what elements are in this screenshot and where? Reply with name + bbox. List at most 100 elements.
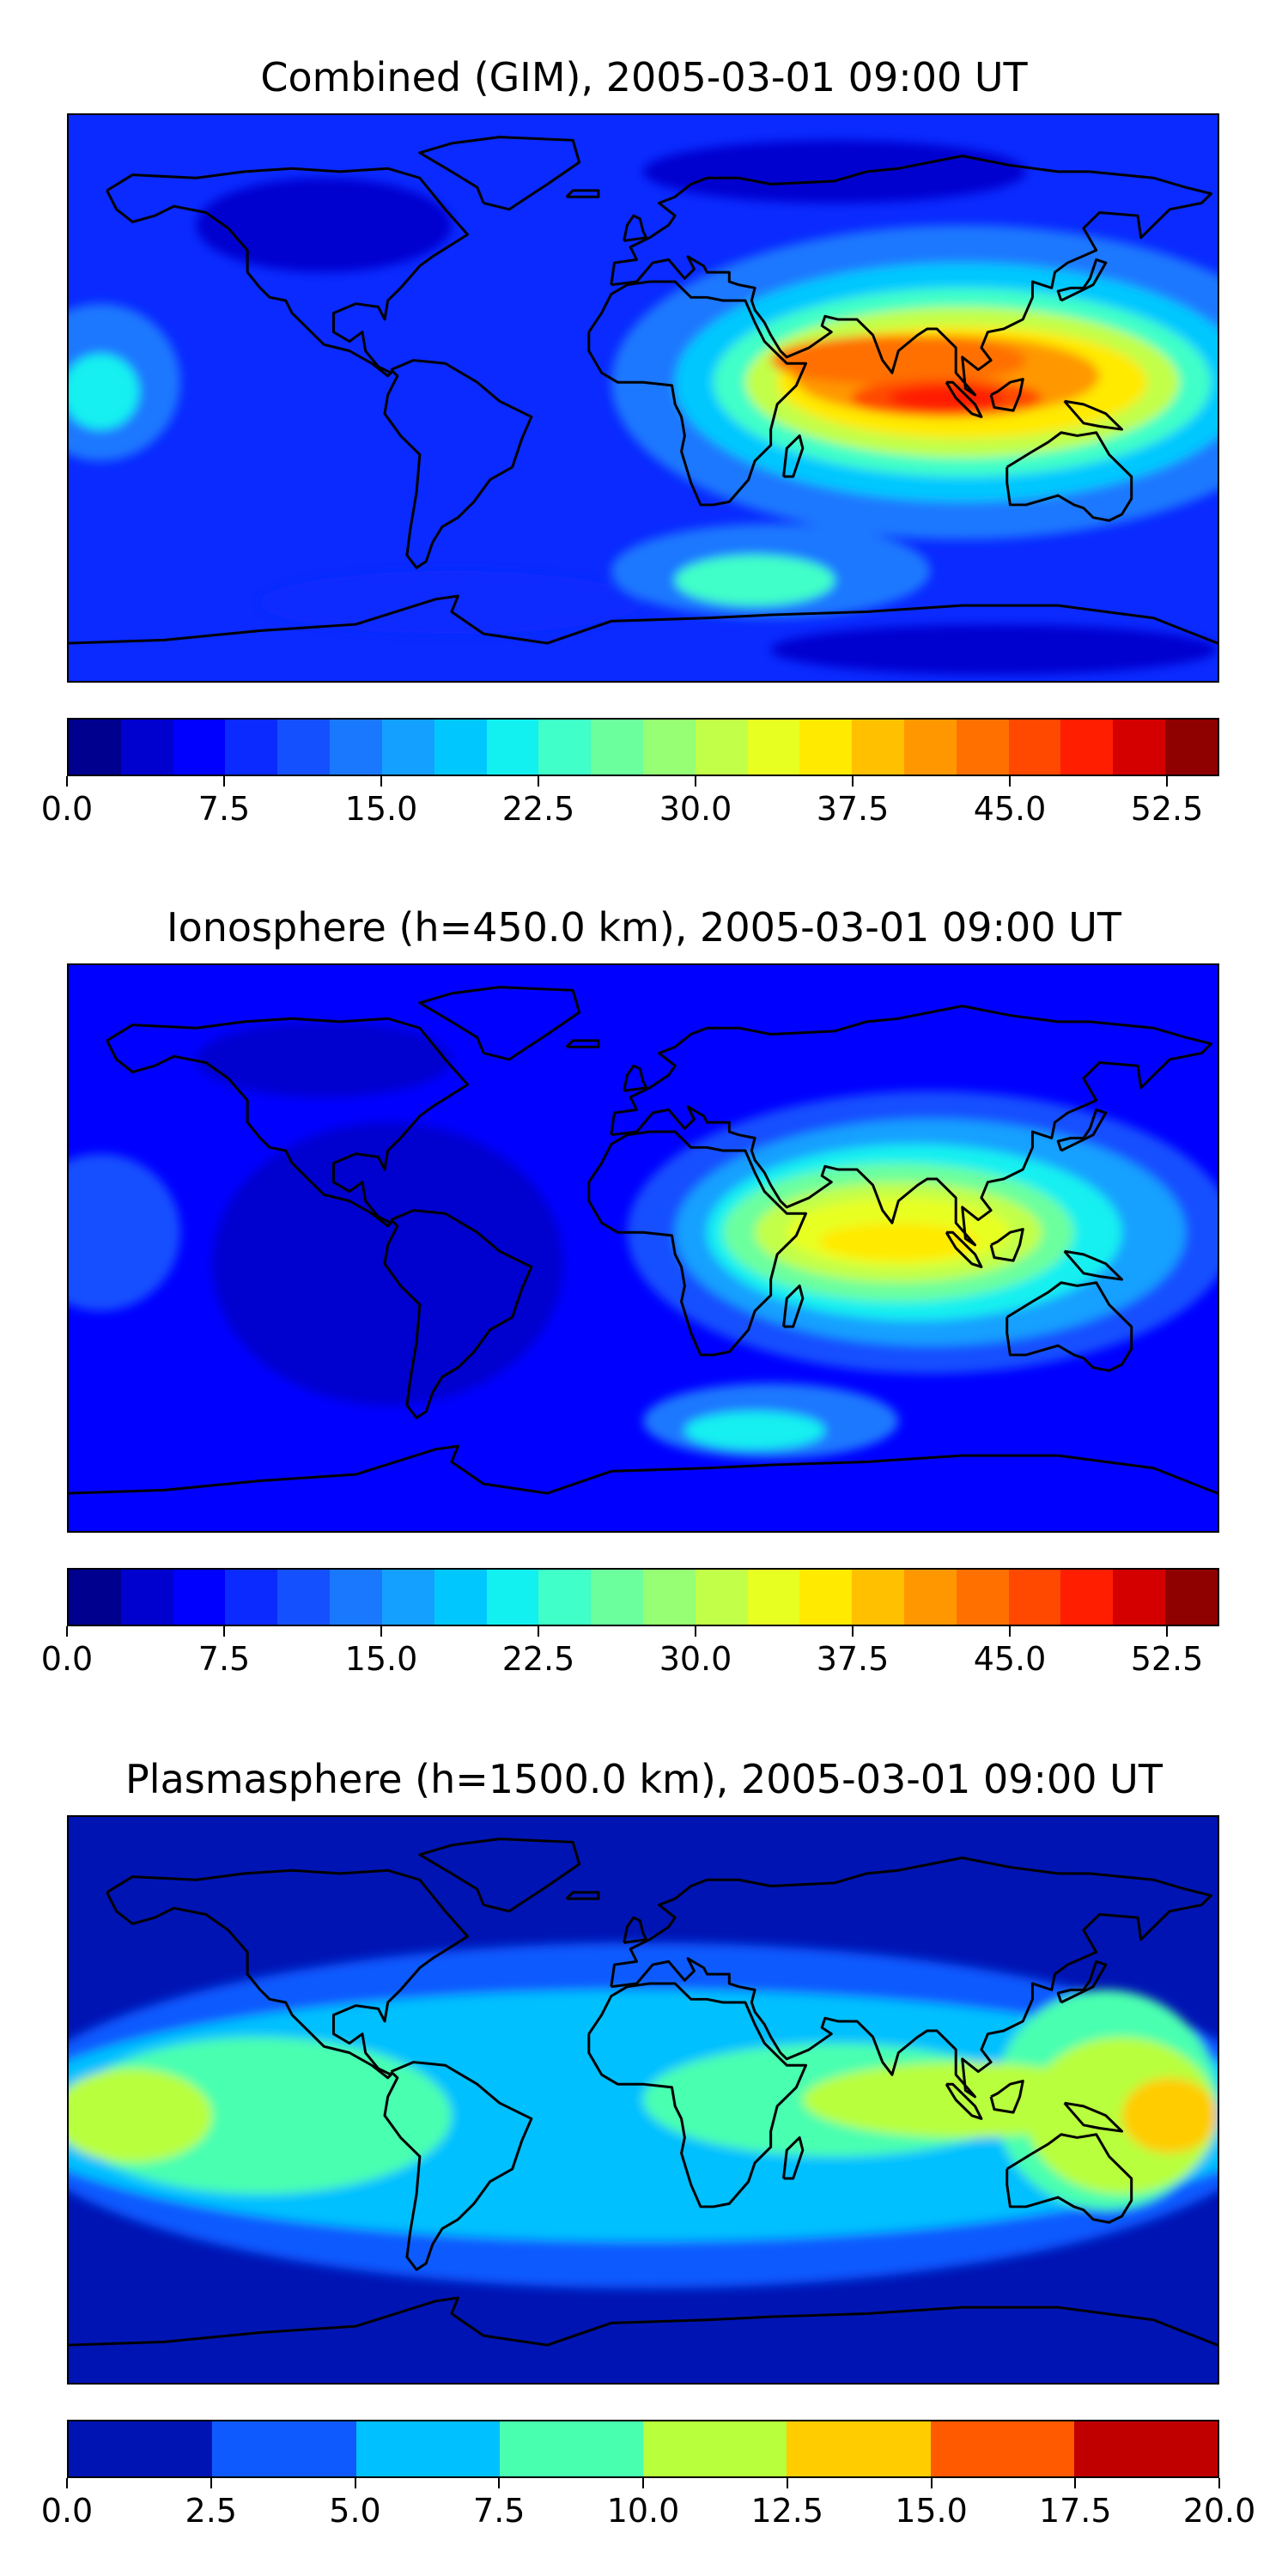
coastline xyxy=(1005,2133,1133,2224)
colorbar-segment xyxy=(434,720,487,775)
colorbar-segment xyxy=(1165,720,1218,775)
colorbar-segment xyxy=(225,720,278,775)
colorbar-segment xyxy=(225,1570,278,1625)
colorbar-segment xyxy=(956,720,1009,775)
colorbar-tick-label: 2.5 xyxy=(185,2492,237,2530)
coastline xyxy=(587,280,808,507)
colorbar-plasmasphere xyxy=(67,2420,1219,2478)
colorbar-segment xyxy=(499,2421,643,2476)
colorbar-segment xyxy=(1165,1570,1218,1625)
tec-map-plasmasphere-svg xyxy=(69,1817,1218,2383)
colorbar-segment xyxy=(1008,1570,1061,1625)
coastline xyxy=(782,2136,805,2180)
colorbar-tick xyxy=(930,2478,933,2488)
colorbar-tick xyxy=(852,1626,854,1637)
colorbar-segment xyxy=(173,1570,226,1625)
colorbar-tick xyxy=(642,2478,644,2488)
colorbar-ticks-combined: 0.0 7.5 15.0 22.5 30.0 37.5 45.0 52.5 xyxy=(41,776,1219,828)
colorbar-tick-label: 0.0 xyxy=(40,1640,94,1678)
colorbar-segment xyxy=(642,1570,696,1625)
colorbar-segment xyxy=(747,1570,800,1625)
colorbar-ionosphere xyxy=(67,1568,1219,1626)
colorbar-segment xyxy=(956,1570,1009,1625)
coastline xyxy=(610,1005,1213,1247)
colorbar-tick xyxy=(1009,1626,1011,1637)
colorbar-segment xyxy=(120,720,173,775)
colorbar-combined xyxy=(67,718,1219,776)
coastline xyxy=(782,434,805,478)
colorbar-tick xyxy=(538,1626,539,1637)
coastline xyxy=(1056,1108,1108,1152)
colorbar-tick-label: 45.0 xyxy=(973,790,1047,828)
colorbar-segment xyxy=(69,2421,213,2476)
colorbar-tick-label: 52.5 xyxy=(1130,790,1204,828)
colorbar-tick xyxy=(1166,776,1168,787)
colorbar-segment xyxy=(1113,1570,1166,1625)
colorbar-segment xyxy=(486,720,539,775)
coastline xyxy=(565,1039,600,1048)
colorbar-segment xyxy=(799,720,853,775)
coastline xyxy=(418,136,581,211)
coastline xyxy=(418,1838,581,1913)
coastline xyxy=(565,1891,600,1900)
tec-contour-region xyxy=(818,1223,979,1261)
colorbar-tick-label: 22.5 xyxy=(501,1640,575,1678)
coastline xyxy=(1063,1249,1124,1281)
tec-contour-region xyxy=(196,178,452,273)
colorbar-tick-label: 37.5 xyxy=(816,790,890,828)
colorbar-segment xyxy=(381,1570,434,1625)
coastline xyxy=(623,1064,648,1092)
colorbar-tick-label: 10.0 xyxy=(606,2492,680,2530)
colorbar-tick-label: 45.0 xyxy=(973,1640,1047,1678)
colorbar-tick-label: 7.5 xyxy=(197,790,251,828)
tec-contour-region xyxy=(1025,2037,1218,2195)
colorbar-segment xyxy=(1073,2421,1218,2476)
tec-contour-region xyxy=(770,335,1026,386)
colorbar-segment xyxy=(904,1570,957,1625)
coastline xyxy=(945,1230,983,1268)
colorbar-tick xyxy=(498,2478,501,2488)
tec-contour-region xyxy=(675,555,835,606)
colorbar-tick-label: 37.5 xyxy=(816,1640,890,1678)
colorbar-tick-label: 30.0 xyxy=(659,790,732,828)
colorbar-segment xyxy=(695,720,748,775)
colorbar-segment xyxy=(747,720,800,775)
colorbar-tick xyxy=(66,1626,68,1637)
colorbar-tick-label: 17.5 xyxy=(1038,2492,1112,2530)
colorbar-segment xyxy=(852,1570,904,1625)
colorbar-tick xyxy=(223,776,225,787)
colorbar-tick xyxy=(695,1626,696,1637)
tec-contour-region xyxy=(684,1411,825,1449)
colorbar-tick xyxy=(66,2478,68,2488)
coastline xyxy=(383,2061,533,2271)
tec-contour-region xyxy=(196,1021,452,1097)
map-title-combined: Combined (GIM), 2005-03-01 09:00 UT xyxy=(260,54,1028,100)
coastline xyxy=(383,359,533,569)
colorbar-segment xyxy=(538,1570,592,1625)
colorbar-segment xyxy=(695,1570,748,1625)
tec-contour-region xyxy=(69,354,139,430)
coastline xyxy=(1063,399,1124,431)
coastline xyxy=(989,378,1024,412)
colorbar-ticks-plasmasphere: 0.0 2.5 5.0 7.5 10.0 12.5 15.0 17.5 20.0 xyxy=(41,2478,1255,2530)
coastline xyxy=(989,1228,1024,1262)
map-title-ionosphere: Ionosphere (h=450.0 km), 2005-03-01 09:0… xyxy=(167,904,1121,951)
tec-contour-region xyxy=(643,140,1026,204)
coastline xyxy=(69,594,1218,645)
colorbar-segment xyxy=(120,1570,173,1625)
colorbar-segment xyxy=(381,720,434,775)
colorbar-tick-label: 12.5 xyxy=(750,2492,824,2530)
tec-contour-region xyxy=(69,2068,213,2163)
colorbar-tick-label: 15.0 xyxy=(344,1640,418,1678)
tec-contour-region xyxy=(770,624,1218,675)
tec-contour-region xyxy=(260,570,643,635)
tec-map-combined xyxy=(67,113,1219,683)
colorbar-tick xyxy=(1166,1626,1168,1637)
colorbar-tick xyxy=(1074,2478,1077,2488)
colorbar-tick xyxy=(380,1626,382,1637)
colorbar-tick-label: 30.0 xyxy=(659,1640,732,1678)
tec-map-ionosphere xyxy=(67,963,1219,1533)
coastline xyxy=(610,1856,1213,2099)
tec-contour-region xyxy=(889,385,1004,411)
colorbar-segment xyxy=(591,1570,643,1625)
